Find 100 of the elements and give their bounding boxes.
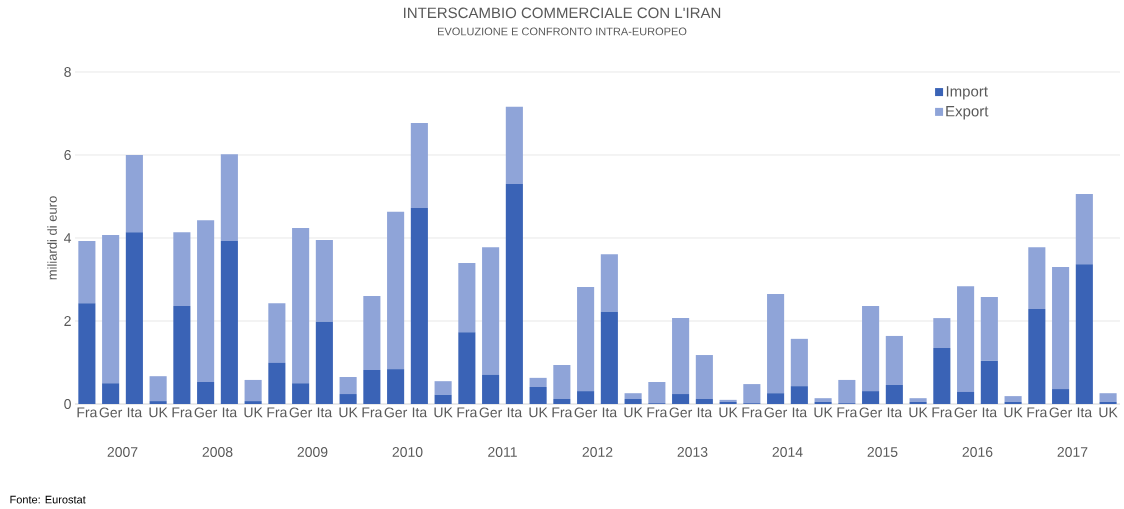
text: 2016 (962, 447, 993, 457)
x-tick-label: UK (244, 407, 263, 418)
x-tick-label: Ita (127, 407, 143, 418)
x-tick-label: UK (339, 407, 358, 418)
text: 2013 (677, 447, 708, 457)
x-tick-label: Ger (859, 407, 883, 418)
bar (1052, 389, 1070, 404)
bar (1028, 308, 1046, 404)
x-tick-label: Fra (1027, 407, 1048, 418)
x-tick-label: Fra (457, 407, 478, 418)
bar (980, 360, 998, 404)
x-tick-label: Fra (362, 407, 383, 418)
bar (577, 391, 595, 404)
legend-label: Import (946, 86, 988, 100)
bar (268, 362, 286, 404)
y-tick-label: 0 (64, 399, 71, 409)
bar (505, 184, 523, 404)
bar (695, 399, 713, 404)
legend-label: Export (946, 105, 989, 120)
text: 2017 (1057, 447, 1088, 457)
bar (292, 383, 310, 404)
x-tick-label: Ita (412, 407, 428, 418)
bar (220, 240, 238, 404)
text: 2015 (867, 447, 898, 457)
bar (624, 393, 642, 400)
x-tick-label: UK (814, 407, 833, 418)
y-axis-title: miliardi di euro (47, 196, 57, 280)
bar (339, 394, 357, 404)
x-tick-label: UK (909, 407, 928, 418)
bar (292, 228, 310, 384)
x-tick-label: Ita (982, 407, 998, 418)
text: 2007 (107, 447, 138, 457)
bar (125, 155, 143, 233)
x-tick-label: Ita (222, 407, 238, 418)
x-tick-label: Ger (384, 407, 408, 418)
bar (505, 106, 523, 185)
chart-subtitle: EVOLUZIONE E CONFRONTO INTRA-EUROPEO (438, 27, 687, 36)
bar (553, 364, 571, 400)
bar (339, 377, 357, 395)
bar (1052, 267, 1070, 390)
bar (790, 386, 808, 404)
bar (102, 383, 120, 404)
bar (1028, 247, 1046, 309)
bar (102, 235, 120, 384)
bar (600, 254, 618, 312)
bar (933, 347, 951, 404)
chart-title: INTERSCAMBIO COMMERCIALE CON L'IRAN (404, 7, 721, 19)
x-tick-label: Fra (77, 407, 98, 418)
x-tick-label: Ger (764, 407, 788, 418)
bar (695, 355, 713, 400)
bar (672, 318, 690, 395)
bar (220, 154, 238, 241)
bar (78, 303, 96, 404)
bar (862, 306, 880, 392)
bar (624, 399, 642, 404)
bar (410, 208, 428, 404)
x-tick-label: Ger (194, 407, 218, 418)
x-tick-label: Fra (267, 407, 288, 418)
bar (529, 386, 547, 404)
x-tick-label: Ger (1049, 407, 1073, 418)
x-tick-label: Ger (954, 407, 978, 418)
x-tick-label: UK (434, 407, 453, 418)
bar (149, 401, 167, 404)
bar (458, 262, 476, 333)
bar (743, 384, 761, 404)
bar (458, 332, 476, 404)
text: 2008 (202, 447, 233, 457)
x-tick-label: Ger (669, 407, 693, 418)
bar (244, 379, 262, 402)
bar (315, 321, 333, 404)
bar (363, 296, 381, 370)
bar (648, 382, 666, 404)
bar (268, 303, 286, 363)
bar (363, 369, 381, 404)
bar (767, 393, 785, 404)
bar (838, 379, 856, 404)
bar (1004, 401, 1022, 404)
bar (1075, 194, 1093, 265)
bar (482, 247, 500, 375)
y-tick-label: 4 (64, 233, 72, 243)
x-tick-label: Ita (602, 407, 618, 418)
bar (957, 391, 975, 404)
bar (434, 381, 452, 395)
x-tick-label: Ita (1077, 407, 1093, 418)
bar (885, 335, 903, 385)
x-tick-label: UK (149, 407, 168, 418)
bar (78, 240, 96, 304)
x-tick-label: Fra (172, 407, 193, 418)
x-tick-label: UK (624, 407, 643, 418)
bar (173, 306, 191, 404)
x-tick-label: UK (1099, 407, 1118, 418)
x-tick-label: Fra (552, 407, 573, 418)
bar (1075, 264, 1093, 404)
text: 2014 (772, 447, 803, 457)
bar (980, 296, 998, 361)
x-tick-label: Ger (289, 407, 313, 418)
y-tick-label: 6 (64, 150, 71, 160)
x-tick-label: Fra (837, 407, 858, 418)
x-tick-label: Ita (887, 407, 903, 418)
bar (672, 394, 690, 404)
